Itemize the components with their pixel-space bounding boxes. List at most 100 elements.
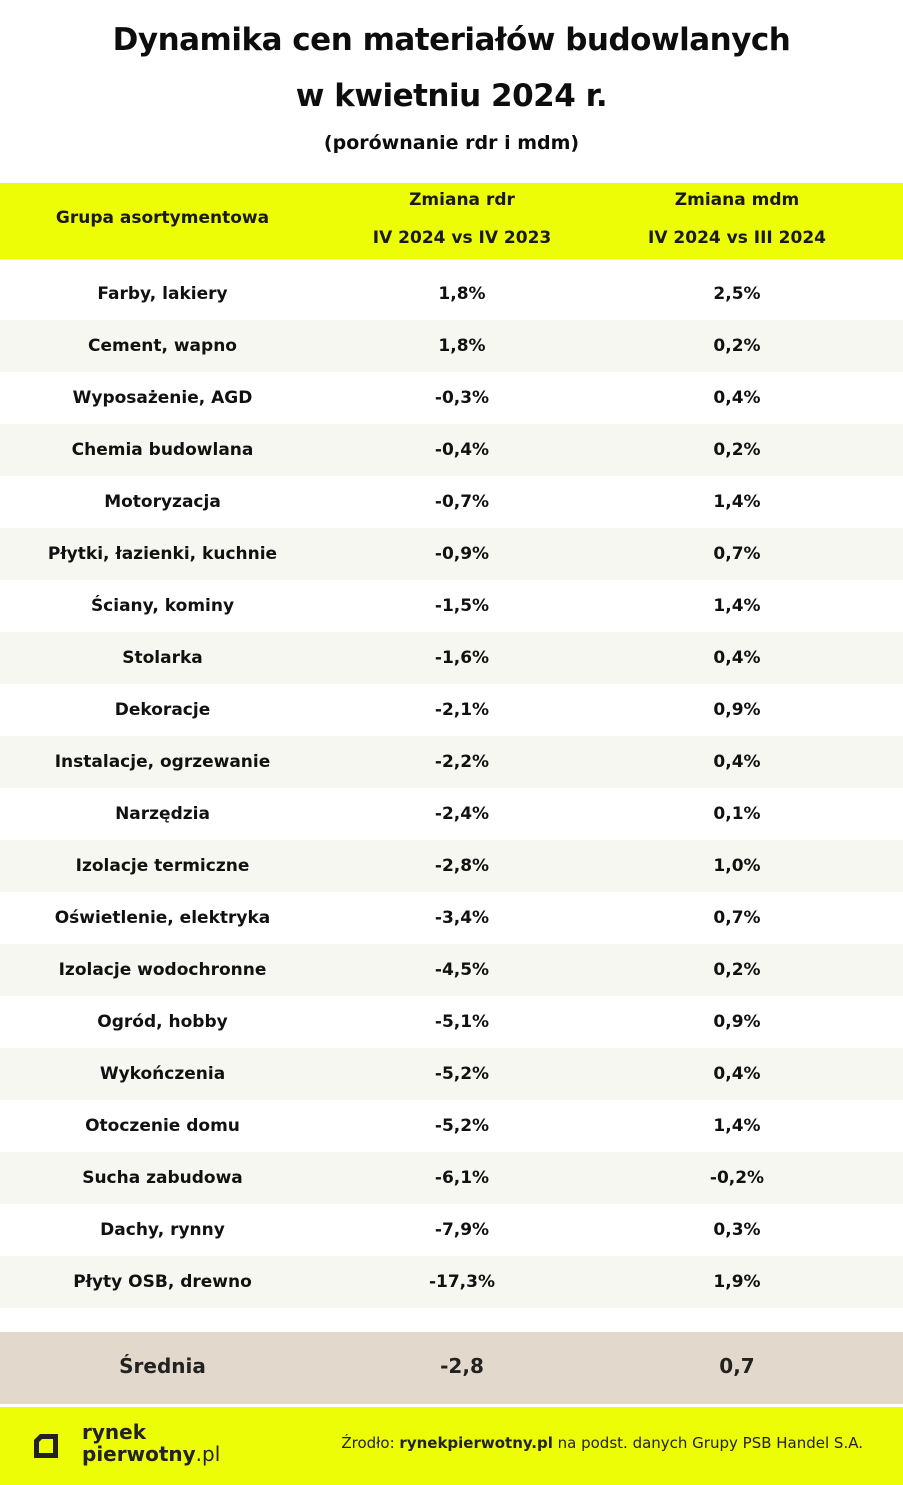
row-mdm: 0,4% bbox=[713, 752, 761, 772]
average-label: Średnia bbox=[119, 1354, 206, 1378]
row-rdr: -2,4% bbox=[434, 804, 490, 824]
row-mdm: 0,2% bbox=[713, 440, 761, 460]
row-group: Dachy, rynny bbox=[100, 1220, 225, 1240]
header-group: Grupa asortymentowa bbox=[55, 208, 270, 228]
table-header: Grupa asortymentowa Zmiana rdr IV 2024 v… bbox=[0, 183, 903, 259]
row-rdr: -1,6% bbox=[434, 648, 490, 668]
row-mdm: 1,0% bbox=[713, 856, 761, 876]
row-group: Instalacje, ogrzewanie bbox=[54, 752, 271, 772]
row-mdm: -0,2% bbox=[709, 1168, 765, 1188]
average-row: Średnia -2,8 0,7 bbox=[0, 1332, 903, 1404]
page-title: Dynamika cen materiałów budowlanych bbox=[112, 22, 791, 58]
table-row: Izolacje wodochronne -4,5% 0,2% bbox=[0, 944, 903, 996]
logo-icon bbox=[34, 1434, 58, 1458]
source-link: rynekpierwotny.pl bbox=[399, 1434, 553, 1452]
row-mdm: 0,9% bbox=[713, 1012, 761, 1032]
row-mdm: 0,4% bbox=[713, 388, 761, 408]
row-rdr: -0,4% bbox=[434, 440, 490, 460]
row-group: Dekoracje bbox=[114, 700, 211, 720]
table-row: Cement, wapno 1,8% 0,2% bbox=[0, 320, 903, 372]
row-rdr: 1,8% bbox=[438, 336, 486, 356]
table-row: Ściany, kominy -1,5% 1,4% bbox=[0, 580, 903, 632]
header-rdr-period: IV 2024 vs IV 2023 bbox=[372, 228, 552, 248]
logo-line2: pierwotny bbox=[82, 1442, 196, 1466]
row-rdr: -4,5% bbox=[434, 960, 490, 980]
row-rdr: -3,4% bbox=[434, 908, 490, 928]
row-rdr: -5,2% bbox=[434, 1064, 490, 1084]
row-group: Płytki, łazienki, kuchnie bbox=[47, 544, 278, 564]
source-note: Źrodło: rynekpierwotny.pl na podst. dany… bbox=[341, 1434, 863, 1452]
row-mdm: 2,5% bbox=[713, 284, 761, 304]
row-rdr: -7,9% bbox=[434, 1220, 490, 1240]
row-mdm: 1,4% bbox=[713, 1116, 761, 1136]
header-mdm: Zmiana mdm bbox=[674, 190, 800, 210]
row-rdr: -0,3% bbox=[434, 388, 490, 408]
table-body: Farby, lakiery 1,8% 2,5% Cement, wapno 1,8% 0… bbox=[0, 268, 903, 1308]
row-mdm: 0,4% bbox=[713, 1064, 761, 1084]
row-group: Płyty OSB, drewno bbox=[73, 1272, 252, 1292]
table-row: Izolacje termiczne -2,8% 1,0% bbox=[0, 840, 903, 892]
table-row: Farby, lakiery 1,8% 2,5% bbox=[0, 268, 903, 320]
row-group: Izolacje termiczne bbox=[75, 856, 250, 876]
row-rdr: -2,8% bbox=[434, 856, 490, 876]
table-row: Wykończenia -5,2% 0,4% bbox=[0, 1048, 903, 1100]
row-mdm: 0,7% bbox=[713, 908, 761, 928]
average-mdm: 0,7 bbox=[719, 1354, 755, 1378]
logo: rynek pierwotny.pl bbox=[82, 1421, 220, 1465]
table-row: Sucha zabudowa -6,1% -0,2% bbox=[0, 1152, 903, 1204]
row-mdm: 0,4% bbox=[713, 648, 761, 668]
row-rdr: -6,1% bbox=[434, 1168, 490, 1188]
row-group: Narzędzia bbox=[115, 804, 210, 824]
row-mdm: 1,4% bbox=[713, 596, 761, 616]
row-rdr: -0,7% bbox=[434, 492, 490, 512]
source-prefix: Źrodło: bbox=[341, 1434, 400, 1452]
row-group: Ogród, hobby bbox=[97, 1012, 228, 1032]
table-row: Płytki, łazienki, kuchnie -0,9% 0,7% bbox=[0, 528, 903, 580]
row-rdr: -17,3% bbox=[428, 1272, 496, 1292]
logo-line1: rynek bbox=[82, 1420, 147, 1444]
row-rdr: -1,5% bbox=[434, 596, 490, 616]
footer: rynek pierwotny.pl Źrodło: rynekpierwotn… bbox=[0, 1407, 903, 1485]
table-row: Oświetlenie, elektryka -3,4% 0,7% bbox=[0, 892, 903, 944]
source-suffix: na podst. danych Grupy PSB Handel S.A. bbox=[552, 1434, 863, 1452]
row-group: Ściany, kominy bbox=[90, 596, 235, 616]
row-mdm: 0,2% bbox=[713, 336, 761, 356]
row-mdm: 0,9% bbox=[713, 700, 761, 720]
row-rdr: -5,1% bbox=[434, 1012, 490, 1032]
row-mdm: 0,7% bbox=[713, 544, 761, 564]
row-mdm: 0,2% bbox=[713, 960, 761, 980]
average-rdr: -2,8 bbox=[440, 1354, 484, 1378]
row-mdm: 1,9% bbox=[713, 1272, 761, 1292]
row-rdr: -2,1% bbox=[434, 700, 490, 720]
table-row: Narzędzia -2,4% 0,1% bbox=[0, 788, 903, 840]
row-mdm: 0,3% bbox=[713, 1220, 761, 1240]
row-group: Wykończenia bbox=[99, 1064, 226, 1084]
row-mdm: 1,4% bbox=[713, 492, 761, 512]
row-group: Otoczenie domu bbox=[85, 1116, 240, 1136]
row-group: Wyposażenie, AGD bbox=[72, 388, 253, 408]
row-group: Stolarka bbox=[122, 648, 203, 668]
row-rdr: -5,2% bbox=[434, 1116, 490, 1136]
logo-domain: .pl bbox=[195, 1442, 221, 1466]
row-mdm: 0,1% bbox=[713, 804, 761, 824]
row-group: Izolacje wodochronne bbox=[58, 960, 267, 980]
row-group: Sucha zabudowa bbox=[82, 1168, 243, 1188]
table-row: Motoryzacja -0,7% 1,4% bbox=[0, 476, 903, 528]
row-group: Chemia budowlana bbox=[71, 440, 254, 460]
table-row: Wyposażenie, AGD -0,3% 0,4% bbox=[0, 372, 903, 424]
row-rdr: 1,8% bbox=[438, 284, 486, 304]
row-group: Motoryzacja bbox=[104, 492, 221, 512]
header-mdm-period: IV 2024 vs III 2024 bbox=[648, 228, 826, 248]
page-title-line2: w kwietniu 2024 r. bbox=[295, 78, 608, 114]
table-row: Stolarka -1,6% 0,4% bbox=[0, 632, 903, 684]
row-group: Farby, lakiery bbox=[97, 284, 228, 304]
row-rdr: -0,9% bbox=[434, 544, 490, 564]
table-row: Dachy, rynny -7,9% 0,3% bbox=[0, 1204, 903, 1256]
header-rdr: Zmiana rdr bbox=[409, 190, 515, 210]
table-row: Chemia budowlana -0,4% 0,2% bbox=[0, 424, 903, 476]
page-subtitle: (porównanie rdr i mdm) bbox=[323, 132, 580, 154]
table-row: Otoczenie domu -5,2% 1,4% bbox=[0, 1100, 903, 1152]
table-row: Instalacje, ogrzewanie -2,2% 0,4% bbox=[0, 736, 903, 788]
row-group: Cement, wapno bbox=[88, 336, 237, 356]
row-group: Oświetlenie, elektryka bbox=[54, 908, 271, 928]
